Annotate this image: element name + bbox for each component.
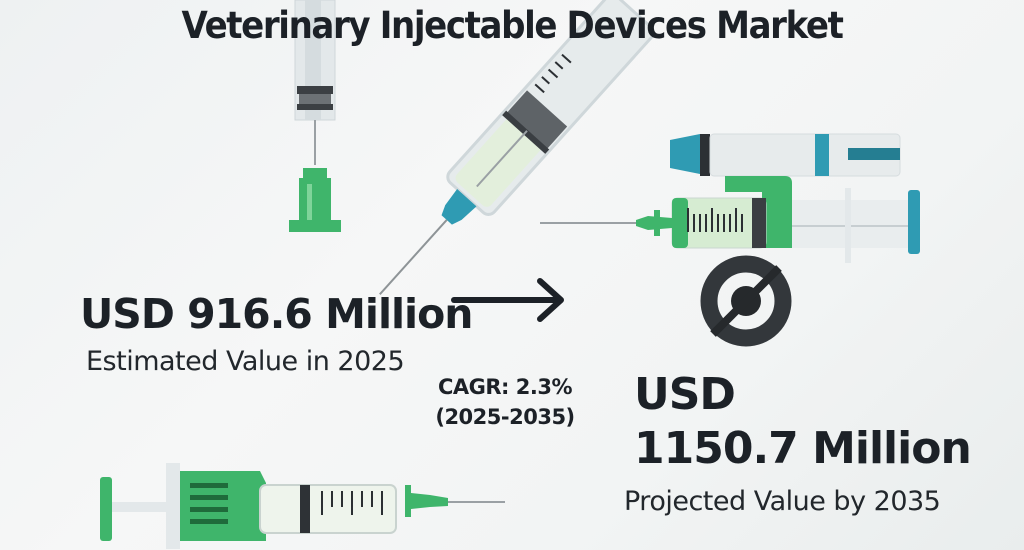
projected-currency: USD [634,369,736,420]
projected-label: Projected Value by 2035 [624,486,941,517]
cagr-period: (2025-2035) [435,405,575,429]
page-title: Veterinary Injectable Devices Market [181,4,843,47]
projected-value: 1150.7 Million [634,423,972,474]
vertical-syringe-icon [289,0,341,232]
horizontal-syringe-icon [100,463,505,549]
projected-value-block: USD 1150.7 Million [634,368,972,476]
stopper-icon [700,255,792,347]
current-label: Estimated Value in 2025 [86,346,405,377]
current-value: USD 916.6 Million [80,290,473,338]
diagonal-syringe-icon [379,0,655,295]
arrow-right-icon [451,278,564,322]
auto-injector-icon [540,133,920,263]
cagr-value: CAGR: 2.3% [437,375,573,399]
cagr-block: CAGR: 2.3% (2025-2035) [430,372,580,432]
